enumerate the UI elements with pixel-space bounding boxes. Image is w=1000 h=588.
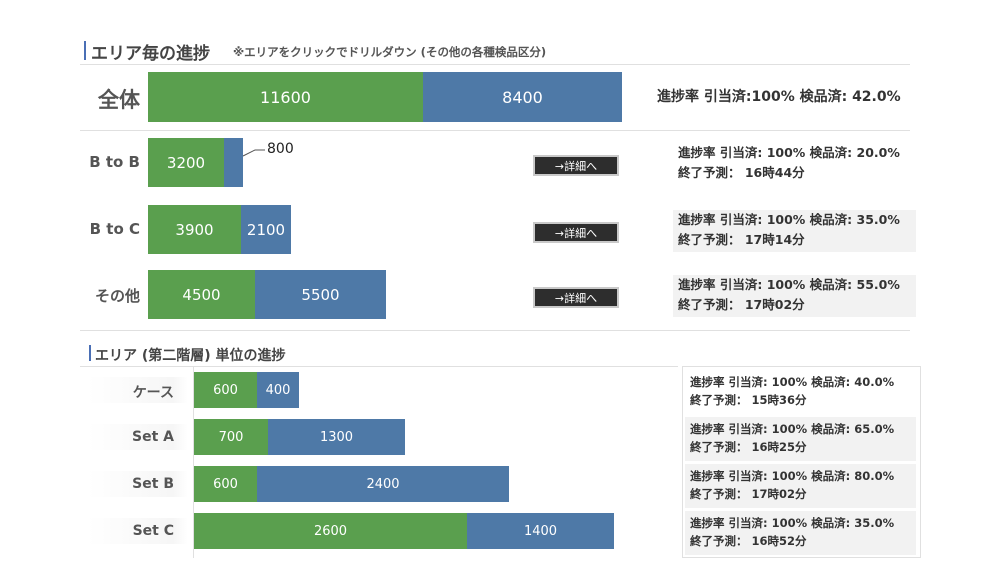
section2-info-border-right [920,366,921,558]
sub-area-remaining-value: 1300 [320,430,353,445]
section1-top-divider [80,64,910,65]
sub-area-forecast-line: 終了予測： 15時36分 [690,391,916,409]
section1-note: ※エリアをクリックでドリルダウン (その他の各種検品区分) [233,44,546,60]
sub-area-remaining-bar[interactable]: 2400 [257,466,509,502]
total-remaining-bar[interactable]: 8400 [423,72,622,122]
area-forecast-line: 終了予測： 17時02分 [678,295,916,315]
sub-area-inspected-bar[interactable]: 600 [194,466,257,502]
detail-button[interactable]: →詳細へ [533,287,619,308]
sub-area-remaining-value: 1400 [524,524,557,539]
area-remaining-bar[interactable] [224,138,243,187]
sub-area-remaining-bar[interactable]: 1400 [467,513,614,549]
area-inspected-bar[interactable]: 3900 [148,205,241,254]
detail-button[interactable]: →詳細へ [533,155,619,176]
area-label[interactable]: B to B [70,153,140,171]
section1-bottom-divider [80,330,910,331]
area-inspected-value: 3900 [175,221,213,239]
sub-area-forecast-line: 終了予測： 16時25分 [690,438,916,456]
sub-area-inspected-value: 600 [213,477,238,492]
sub-area-label[interactable]: Set C [90,523,174,539]
section2-info-border-top [682,366,921,367]
area-progress-info: 進捗率 引当済: 100% 検品済: 55.0% 終了予測： 17時02分 [673,275,916,317]
sub-area-label[interactable]: Set A [90,429,174,445]
section1-accent-bar [84,41,86,60]
area-progress-line: 進捗率 引当済: 100% 検品済: 20.0% [678,143,916,163]
section2-info-border-bottom [682,557,921,558]
area-progress-info: 進捗率 引当済: 100% 検品済: 20.0% 終了予測： 16時44分 [673,143,916,185]
section2-title: エリア (第二階層) 単位の進捗 [95,345,286,365]
sub-area-progress-line: 進捗率 引当済: 100% 検品済: 35.0% [690,514,916,532]
sub-area-progress-info: 進捗率 引当済: 100% 検品済: 80.0% 終了予測： 17時02分 [685,464,916,508]
sub-area-remaining-value: 2400 [366,477,399,492]
total-label[interactable]: 全体 [80,84,140,114]
sub-area-label[interactable]: ケース [90,382,174,402]
sub-area-inspected-value: 600 [213,383,238,398]
area-inspected-value: 4500 [182,286,220,304]
sub-area-inspected-bar[interactable]: 2600 [194,513,467,549]
sub-area-label[interactable]: Set B [90,476,174,492]
sub-area-progress-info: 進捗率 引当済: 100% 検品済: 65.0% 終了予測： 16時25分 [685,417,916,461]
area-remaining-value: 800 [267,141,294,157]
section1-mid-divider [80,130,910,131]
area-inspected-bar[interactable]: 3200 [148,138,224,187]
area-inspected-bar[interactable]: 4500 [148,270,255,319]
sub-area-inspected-bar[interactable]: 600 [194,372,257,408]
section2-info-border-left [682,366,683,558]
sub-area-progress-line: 進捗率 引当済: 100% 検品済: 80.0% [690,467,916,485]
total-remaining-value: 8400 [502,88,543,107]
callout-leader [243,150,265,156]
sub-area-inspected-value: 2600 [314,524,347,539]
area-inspected-value: 3200 [167,154,205,172]
sub-area-forecast-line: 終了予測： 17時02分 [690,485,916,503]
sub-area-progress-line: 進捗率 引当済: 100% 検品済: 65.0% [690,420,916,438]
sub-area-inspected-value: 700 [219,430,244,445]
sub-area-forecast-line: 終了予測： 16時52分 [690,532,916,550]
sub-area-progress-line: 進捗率 引当済: 100% 検品済: 40.0% [690,373,916,391]
section2-accent-bar [89,345,91,361]
area-remaining-bar[interactable]: 2100 [241,205,291,254]
area-forecast-line: 終了予測： 17時14分 [678,230,916,250]
area-label[interactable]: その他 [70,285,140,306]
section1-title: エリア毎の進捗 [91,39,210,64]
sub-area-progress-info: 進捗率 引当済: 100% 検品済: 35.0% 終了予測： 16時52分 [685,511,916,555]
area-label[interactable]: B to C [70,220,140,238]
total-progress-info: 進捗率 引当済:100% 検品済: 42.0% [657,87,901,107]
total-inspected-bar[interactable]: 11600 [148,72,423,122]
sub-area-remaining-bar[interactable]: 1300 [268,419,405,455]
sub-area-remaining-bar[interactable]: 400 [257,372,299,408]
detail-button[interactable]: →詳細へ [533,222,619,243]
sub-area-remaining-value: 400 [266,383,291,398]
area-forecast-line: 終了予測： 16時44分 [678,163,916,183]
area-progress-line: 進捗率 引当済: 100% 検品済: 35.0% [678,210,916,230]
sub-area-progress-info: 進捗率 引当済: 100% 検品済: 40.0% 終了予測： 15時36分 [685,370,916,414]
area-remaining-value: 2100 [247,221,285,239]
area-progress-line: 進捗率 引当済: 100% 検品済: 55.0% [678,275,916,295]
area-remaining-bar[interactable]: 5500 [255,270,386,319]
section2-divider [80,366,678,367]
area-remaining-value: 5500 [301,286,339,304]
sub-area-inspected-bar[interactable]: 700 [194,419,268,455]
total-inspected-value: 11600 [260,88,311,107]
area-progress-info: 進捗率 引当済: 100% 検品済: 35.0% 終了予測： 17時14分 [673,210,916,252]
